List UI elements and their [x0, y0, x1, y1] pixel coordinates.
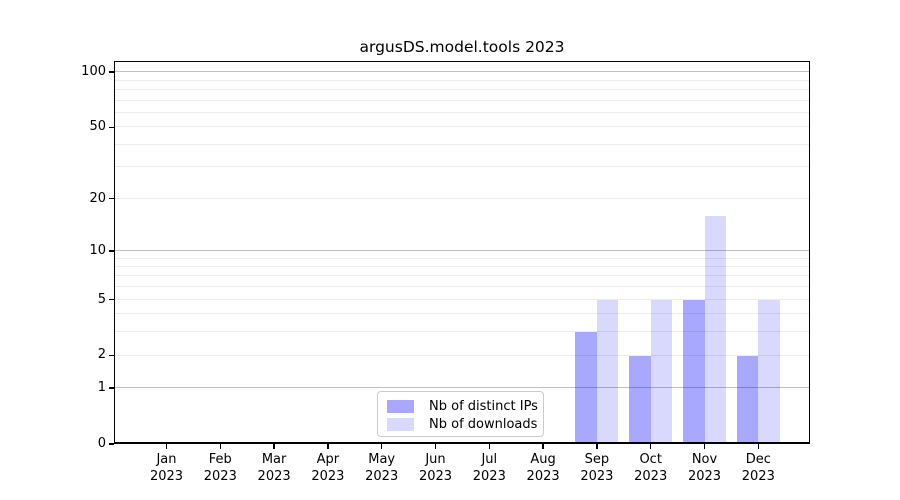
y-gridline-minor: [114, 197, 810, 199]
x-tick-mark: [757, 444, 759, 449]
legend: Nb of distinct IPs Nb of downloads: [377, 391, 544, 437]
x-tick-mark: [488, 444, 490, 449]
y-gridline-minor: [114, 126, 810, 128]
x-tick-mark: [273, 444, 275, 449]
bar-downloads-dec: [758, 299, 780, 444]
bar-distinct-ips-dec: [736, 355, 759, 444]
x-tick-mark: [219, 444, 221, 449]
y-gridline-minor: [114, 266, 810, 267]
plot-area: [114, 61, 810, 444]
x-tick-label: Jan 2023: [135, 451, 199, 485]
x-tick-mark: [434, 444, 437, 449]
bar-downloads-oct: [650, 299, 673, 444]
y-tick-label: 100: [81, 64, 106, 80]
y-gridline-minor: [114, 257, 810, 259]
y-gridline-minor: [114, 166, 810, 168]
x-tick-label: Mar 2023: [242, 451, 306, 485]
legend-label-downloads: Nb of downloads: [429, 417, 538, 432]
x-tick-label-year: 2023: [311, 469, 345, 484]
x-tick-label-year: 2023: [365, 469, 399, 484]
y-tick-label: 1: [97, 380, 106, 396]
bar-distinct-ips-sep: [575, 332, 597, 444]
y-tick-mark: [109, 71, 114, 73]
y-tick-mark: [109, 354, 114, 357]
y-gridline-minor: [114, 331, 810, 333]
bar-distinct-ips-oct: [629, 355, 651, 444]
x-tick-label-year: 2023: [257, 469, 291, 484]
x-tick-mark: [381, 444, 383, 449]
bar-downloads-sep: [596, 299, 619, 444]
x-tick-label: Sep 2023: [565, 451, 629, 485]
y-tick-mark: [109, 250, 114, 252]
bar-downloads-nov: [704, 215, 726, 444]
legend-swatch-distinct-ips: [387, 400, 414, 413]
x-tick-label: Jul 2023: [457, 451, 521, 485]
x-tick-label: Oct 2023: [619, 451, 683, 485]
y-gridline-major: [114, 249, 810, 251]
y-gridline-minor: [114, 286, 810, 288]
y-tick-mark: [109, 198, 114, 200]
y-gridline-minor: [114, 111, 810, 113]
bar-distinct-ips-nov: [683, 299, 705, 444]
legend-item-downloads: Nb of downloads: [387, 416, 538, 433]
x-tick-mark: [165, 444, 168, 449]
y-tick-mark: [109, 298, 114, 301]
x-tick-label-year: 2023: [741, 469, 775, 484]
y-gridline-minor: [114, 143, 810, 145]
y-tick-label: 50: [89, 119, 106, 135]
y-tick-mark: [109, 443, 114, 445]
x-tick-label: Feb 2023: [188, 451, 252, 485]
x-tick-label-year: 2023: [472, 469, 506, 484]
legend-item-distinct-ips: Nb of distinct IPs: [387, 398, 538, 415]
x-tick-mark: [542, 444, 544, 449]
y-tick-label: 10: [89, 242, 106, 258]
y-gridline-minor: [114, 79, 810, 81]
x-tick-label-year: 2023: [580, 469, 614, 484]
x-tick-label-year: 2023: [418, 469, 453, 484]
x-tick-label: Dec 2023: [726, 451, 790, 485]
x-tick-mark: [703, 444, 706, 449]
x-tick-label: May 2023: [350, 451, 414, 485]
x-tick-label: Apr 2023: [296, 451, 360, 485]
x-tick-mark: [650, 444, 652, 449]
x-tick-label: Nov 2023: [673, 451, 737, 485]
y-tick-label: 0: [97, 436, 106, 451]
y-gridline-minor: [114, 313, 810, 315]
y-tick-label: 2: [97, 347, 106, 363]
x-tick-label: Aug 2023: [511, 451, 575, 485]
y-gridline-minor: [114, 298, 810, 300]
legend-swatch-downloads: [387, 418, 414, 431]
legend-label-distinct-ips: Nb of distinct IPs: [429, 399, 538, 414]
x-tick-mark: [327, 444, 329, 449]
y-tick-label: 5: [97, 291, 106, 307]
y-gridline-minor: [114, 354, 810, 356]
x-tick-mark: [596, 444, 598, 449]
y-gridline-minor: [114, 275, 810, 277]
x-tick-label-year: 2023: [149, 469, 184, 484]
y-tick-mark: [109, 126, 114, 128]
x-tick-label-year: 2023: [203, 469, 237, 484]
y-gridline-major: [114, 387, 810, 389]
y-gridline-minor: [114, 99, 810, 101]
y-gridline-major: [114, 71, 810, 73]
x-tick-label-year: 2023: [687, 469, 722, 484]
y-tick-mark: [109, 387, 114, 389]
x-tick-label-year: 2023: [526, 469, 560, 484]
chart-title: argusDS.model.tools 2023: [359, 38, 565, 56]
y-tick-label: 20: [89, 190, 106, 206]
x-tick-label-year: 2023: [634, 469, 668, 484]
x-tick-label: Jun 2023: [404, 451, 468, 485]
y-gridline-minor: [114, 88, 810, 90]
